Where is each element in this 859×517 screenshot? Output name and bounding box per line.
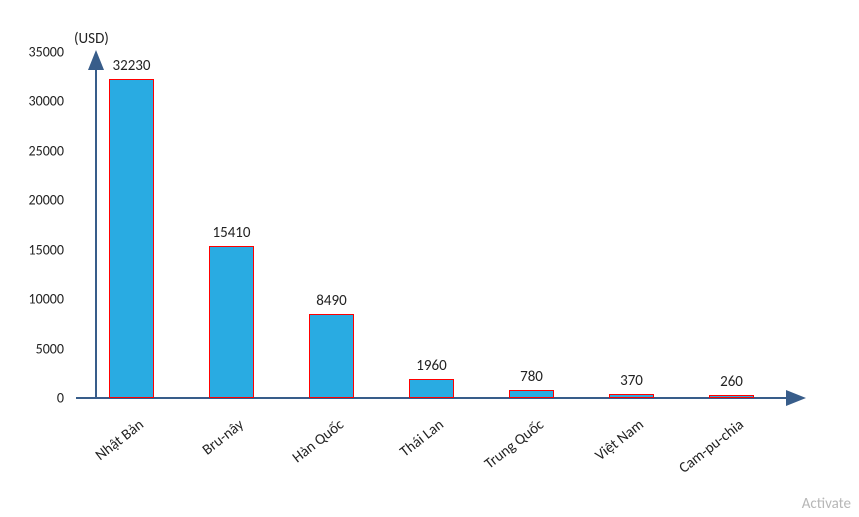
y-tick-label: 35000	[14, 44, 64, 61]
bar-value-label: 15410	[212, 224, 250, 242]
bar-value-label: 32230	[112, 57, 150, 75]
y-tick-label: 0	[14, 390, 64, 407]
bar	[609, 394, 654, 398]
y-tick-label: 10000	[14, 291, 64, 308]
bar	[409, 379, 454, 398]
y-tick-label: 25000	[14, 142, 64, 159]
y-tick-label: 15000	[14, 241, 64, 258]
bar	[109, 79, 154, 398]
y-tick-label: 30000	[14, 93, 64, 110]
bar-value-label: 8490	[316, 292, 346, 310]
y-axis-title: (USD)	[74, 30, 109, 48]
bar	[709, 395, 754, 398]
bar	[509, 390, 554, 398]
y-tick-label: 20000	[14, 192, 64, 209]
activate-watermark: Activate	[802, 495, 851, 513]
bar	[309, 314, 354, 398]
bar-value-label: 1960	[416, 357, 446, 375]
y-tick-label: 5000	[14, 340, 64, 357]
bar-value-label: 780	[520, 368, 543, 386]
bar-value-label: 260	[720, 373, 743, 391]
bar	[209, 246, 254, 398]
bar-value-label: 370	[620, 372, 643, 390]
